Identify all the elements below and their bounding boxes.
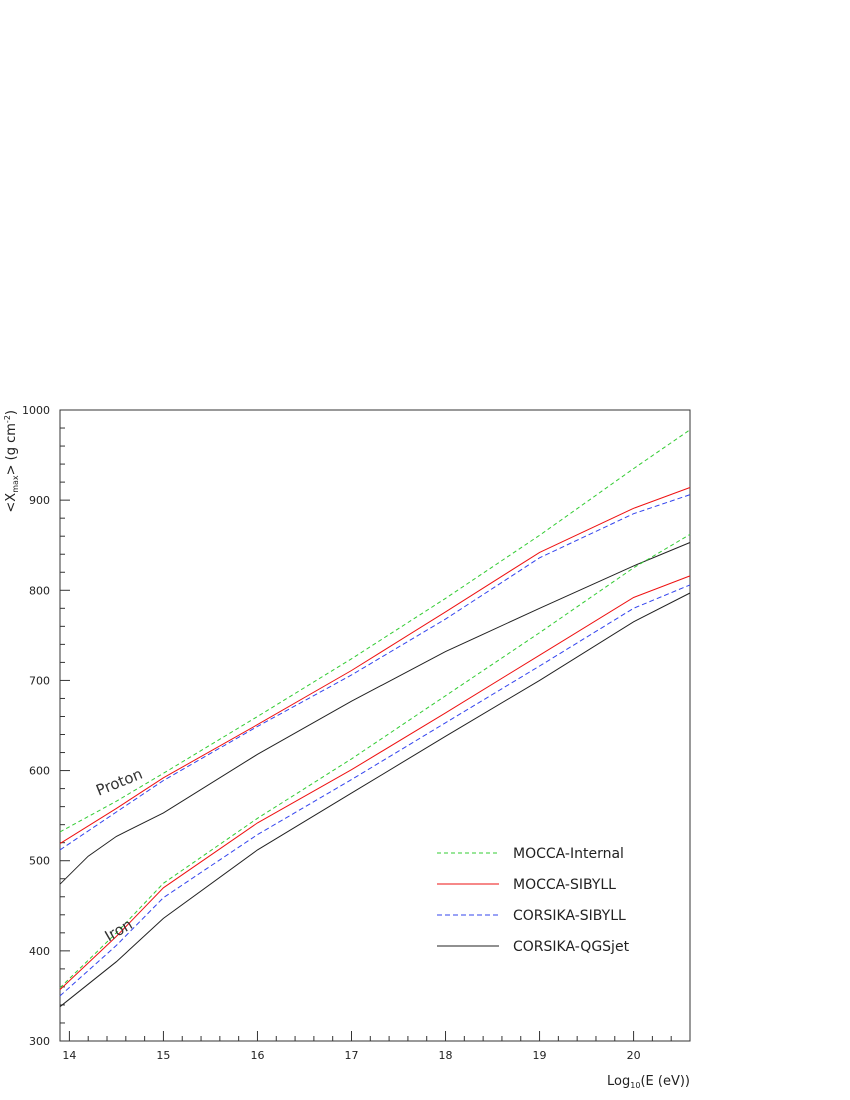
series-lines — [59, 429, 691, 1008]
legend-label-mocca-internal: MOCCA-Internal — [513, 846, 624, 862]
legend: MOCCA-Internal MOCCA-SIBYLL CORSIKA-SIBYLL… — [437, 846, 630, 955]
x-tick-label: 16 — [250, 1049, 264, 1062]
y-tick-label: 800 — [29, 584, 50, 597]
series-line-corsika-qgsjet — [59, 542, 691, 885]
series-line-mocca-internal-iron — [59, 533, 691, 989]
y-axis-title: <Xmax> (g cm-2) — [3, 410, 20, 513]
y-tick-label: 300 — [29, 1035, 50, 1048]
x-tick-label: 15 — [156, 1049, 170, 1062]
annotation-iron: Iron — [102, 915, 136, 945]
plot-frame — [59, 409, 691, 1042]
series-line-mocca-internal — [59, 429, 691, 833]
y-tick-label: 1000 — [22, 404, 50, 417]
y-tick-label: 500 — [29, 855, 50, 868]
legend-label-corsika-sibyll: CORSIKA-SIBYLL — [513, 908, 626, 924]
legend-label-corsika-qgsjet: CORSIKA-QGSjet — [513, 939, 630, 955]
y-tick-label: 700 — [29, 674, 50, 687]
y-tick-label: 600 — [29, 765, 50, 778]
series-line-mocca-sibyll-iron — [59, 575, 691, 990]
legend-label-mocca-sibyll: MOCCA-SIBYLL — [513, 877, 616, 893]
series-line-corsika-sibyll-iron — [59, 584, 691, 997]
series-line-corsika-sibyll — [59, 494, 691, 851]
x-tick-label: 14 — [62, 1049, 76, 1062]
y-tick-label: 400 — [29, 945, 50, 958]
x-axis-title: Log10(E (eV)) — [607, 1074, 690, 1090]
series-line-corsika-qgsjet-iron — [59, 592, 691, 1008]
x-tick-label: 20 — [627, 1049, 641, 1062]
axis-ticks: 14 15 16 17 18 19 20 300 400 500 600 700 800 900 1000 — [22, 404, 691, 1062]
y-tick-label: 900 — [29, 494, 50, 507]
x-tick-label: 19 — [533, 1049, 547, 1062]
series-line-mocca-sibyll — [59, 487, 691, 845]
x-tick-label: 17 — [344, 1049, 358, 1062]
x-tick-label: 18 — [439, 1049, 453, 1062]
